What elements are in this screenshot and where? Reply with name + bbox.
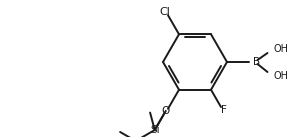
- Text: OH: OH: [274, 44, 288, 54]
- Text: F: F: [221, 105, 226, 115]
- Text: OH: OH: [274, 71, 288, 81]
- Text: B: B: [253, 57, 260, 67]
- Text: O: O: [162, 106, 170, 116]
- Text: Si: Si: [150, 125, 159, 135]
- Text: Cl: Cl: [159, 7, 170, 17]
